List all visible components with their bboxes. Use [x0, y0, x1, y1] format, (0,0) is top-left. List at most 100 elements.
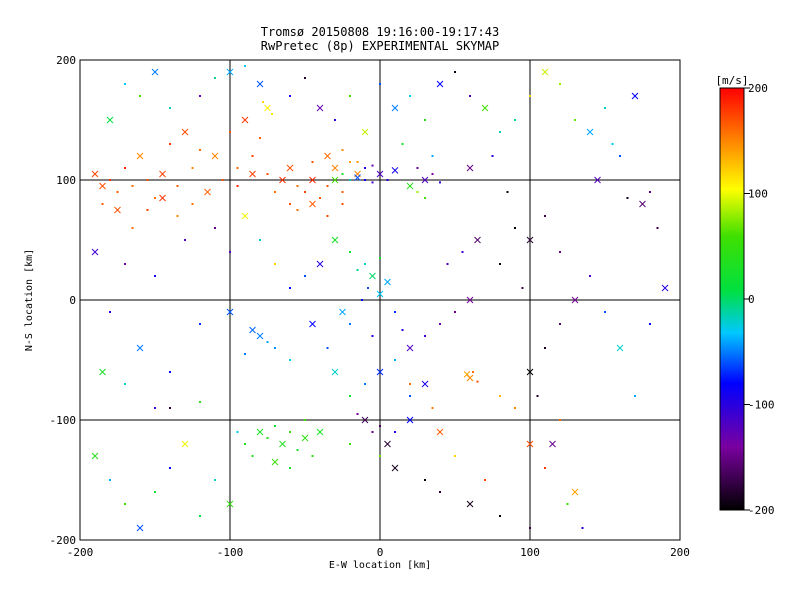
data-point [469, 95, 471, 97]
x-tick-label: 100 [520, 546, 540, 559]
data-point [384, 440, 391, 448]
data-point [151, 68, 159, 76]
y-tick-label: 200 [56, 54, 76, 67]
data-point [331, 368, 339, 376]
data-point [529, 95, 531, 97]
data-point [589, 275, 591, 277]
data-point [499, 515, 501, 517]
data-point [401, 329, 404, 331]
data-point [131, 185, 134, 187]
data-point [416, 191, 419, 193]
data-point [544, 347, 546, 349]
data-point [379, 257, 381, 259]
data-point [262, 101, 264, 103]
data-point [139, 95, 141, 97]
data-point [586, 128, 594, 136]
data-point [259, 239, 261, 241]
data-point [146, 209, 149, 211]
data-point [466, 164, 474, 172]
data-point [326, 347, 329, 349]
data-point [369, 272, 376, 280]
data-point [214, 479, 216, 481]
data-point [106, 116, 114, 124]
chart-subtitle: RwPretec (8p) EXPERIMENTAL SKYMAP [261, 39, 499, 53]
data-point [199, 149, 201, 151]
data-point [274, 425, 276, 427]
data-point [364, 263, 366, 265]
data-point [574, 119, 576, 121]
data-point [229, 251, 231, 253]
y-axis-label: N-S location [km] [24, 249, 35, 351]
data-point [476, 380, 479, 383]
data-point [406, 344, 414, 352]
data-point [339, 308, 346, 316]
data-point [446, 263, 449, 265]
data-point [326, 185, 329, 187]
data-point [376, 368, 384, 376]
data-point [221, 179, 224, 181]
data-point [256, 428, 264, 436]
data-point [424, 479, 426, 481]
data-point [181, 128, 189, 136]
y-tick-label: -100 [50, 414, 77, 427]
data-point [124, 167, 126, 169]
data-point [506, 191, 509, 193]
data-point [526, 440, 534, 448]
data-point [256, 80, 264, 88]
data-point [136, 344, 144, 352]
data-point [559, 323, 561, 325]
data-point [649, 191, 651, 193]
data-point [349, 395, 351, 397]
data-point [424, 197, 426, 199]
data-point [99, 182, 106, 190]
data-point [191, 167, 194, 169]
data-point [656, 227, 659, 229]
data-point [169, 143, 171, 145]
data-point [319, 197, 321, 199]
data-point [571, 296, 579, 304]
colorbar-tick-label: -200 [748, 504, 775, 517]
data-point [236, 431, 239, 433]
data-point [401, 143, 404, 145]
data-point [266, 437, 269, 439]
data-point [154, 491, 156, 493]
data-point [436, 428, 444, 436]
data-point [386, 179, 389, 181]
data-point [379, 83, 381, 85]
data-point [514, 227, 516, 229]
data-point [226, 308, 234, 316]
data-point [371, 181, 374, 184]
data-point [406, 182, 414, 190]
x-tick-label: -200 [67, 546, 94, 559]
data-point [331, 164, 339, 172]
data-point [361, 299, 363, 301]
data-point [241, 116, 249, 124]
data-point [526, 368, 534, 376]
data-point [176, 185, 179, 187]
data-point [214, 227, 216, 229]
data-point [466, 500, 474, 508]
data-point [349, 323, 351, 325]
y-tick-labels: -200 -100 0 100 200 [50, 54, 77, 547]
data-point [461, 251, 464, 253]
data-point [309, 200, 316, 208]
plot-frame [79, 59, 681, 541]
data-point [304, 419, 306, 421]
x-axis-label: E-W location [km] [329, 560, 431, 571]
data-point [581, 527, 584, 529]
data-point [341, 173, 344, 175]
data-point [244, 443, 246, 445]
data-point [571, 488, 579, 496]
data-point [541, 68, 549, 76]
data-point [491, 155, 494, 157]
data-point [109, 311, 111, 313]
data-point [394, 359, 396, 361]
data-point [311, 161, 314, 163]
data-points [91, 65, 669, 532]
data-point [499, 131, 501, 133]
data-point [367, 287, 369, 289]
data-point [244, 65, 246, 67]
data-point [334, 119, 336, 121]
data-point [529, 527, 531, 529]
colorbar-tick-label: 0 [748, 293, 755, 306]
